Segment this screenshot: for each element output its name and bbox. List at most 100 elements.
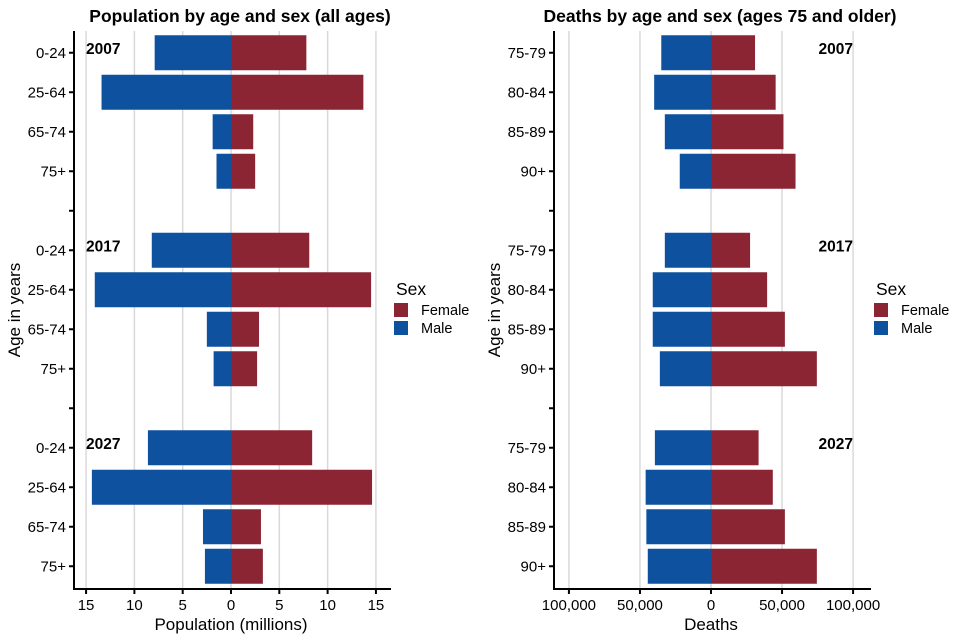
- bars: [645, 35, 817, 584]
- x-axis-title: Deaths: [684, 615, 738, 634]
- bar-2017-25-64-female: [231, 272, 372, 308]
- y-tick-label: 25-64: [28, 479, 66, 496]
- bar-2027-80-84-female: [711, 469, 773, 505]
- y-tick-label: 65-74: [28, 321, 66, 338]
- bar-2017-0-24-male: [151, 232, 231, 268]
- y-axis-title: Age in years: [5, 263, 24, 358]
- y-tick-label: 80-84: [508, 282, 546, 299]
- x-tick-label: 15: [78, 597, 95, 614]
- x-tick-label: 10: [319, 597, 336, 614]
- bar-2027-65-74-male: [202, 509, 231, 545]
- bar-2007-65-74-female: [231, 114, 254, 150]
- bar-2027-0-24-female: [231, 430, 313, 466]
- year-label: 2027: [86, 436, 120, 453]
- x-tick-label: 10: [126, 597, 143, 614]
- bar-2017-75-79-female: [711, 232, 751, 268]
- legend-swatch-male: [394, 321, 408, 335]
- y-tick-label: 75+: [41, 361, 67, 378]
- bar-2007-65-74-male: [212, 114, 231, 150]
- y-tick-label: 25-64: [28, 84, 66, 101]
- y-tick-label: 75-79: [508, 440, 546, 457]
- bar-2007-80-84-female: [711, 74, 776, 110]
- chart-title: Deaths by age and sex (ages 75 and older…: [543, 6, 896, 26]
- y-tick-label: 80-84: [508, 84, 546, 101]
- bar-2007-75-79-female: [711, 35, 756, 71]
- bar-2007-90+-male: [679, 153, 711, 189]
- year-label: 2007: [819, 41, 853, 58]
- bar-2017-25-64-male: [94, 272, 231, 308]
- x-tick-label: 50,000: [617, 597, 663, 614]
- bar-2007-75-79-male: [661, 35, 711, 71]
- bar-2027-25-64-female: [231, 469, 373, 505]
- bar-2007-0-24-female: [231, 35, 307, 71]
- legend-label: Female: [421, 303, 469, 319]
- legend-label: Female: [901, 303, 949, 319]
- deaths-chart: 100,000 50,000 0 50,000 100,000 75-79 80-84 85-…: [480, 0, 960, 640]
- chart-title: Population by age and sex (all ages): [89, 6, 390, 26]
- legend: Sex Female Male: [874, 279, 949, 337]
- y-tick-label: 75-79: [508, 242, 546, 259]
- x-axis-title: Population (millions): [154, 615, 307, 634]
- y-tick-label: 90+: [521, 558, 547, 575]
- y-tick-label: 25-64: [28, 282, 66, 299]
- y-tick-label: 65-74: [28, 124, 66, 141]
- legend-label: Male: [421, 321, 452, 337]
- legend-swatch-male: [874, 321, 888, 335]
- bar-2027-75-79-female: [711, 430, 759, 466]
- x-tick-label: 100,000: [542, 597, 596, 614]
- x-tick-label: 0: [227, 597, 235, 614]
- bar-2017-65-74-female: [231, 311, 260, 347]
- bar-2027-85-89-female: [711, 509, 785, 545]
- population-chart-svg: 15 10 5 0 5 10 15 0-24 25-64 65-74 75+ 0-24 25-64 65-…: [5, 6, 470, 634]
- bar-2007-85-89-female: [711, 114, 784, 150]
- bar-2027-75+-female: [231, 548, 263, 584]
- bar-2027-25-64-male: [91, 469, 232, 505]
- bar-2007-25-64-female: [231, 74, 364, 110]
- bar-2027-75+-male: [204, 548, 231, 584]
- y-tick-label: 0-24: [36, 45, 66, 62]
- bar-2027-0-24-male: [147, 430, 231, 466]
- bar-2017-85-89-female: [711, 311, 785, 347]
- year-label: 2007: [86, 41, 120, 58]
- x-tick-label: 5: [275, 597, 283, 614]
- legend-title: Sex: [396, 279, 426, 299]
- bar-2027-90+-female: [711, 548, 817, 584]
- bar-2027-65-74-female: [231, 509, 261, 545]
- bar-2007-0-24-male: [154, 35, 231, 71]
- legend-swatch-female: [394, 303, 408, 317]
- bar-2017-65-74-male: [206, 311, 231, 347]
- bar-2027-90+-male: [647, 548, 711, 584]
- bar-2017-75+-female: [231, 351, 258, 387]
- bar-2017-90+-female: [711, 351, 817, 387]
- y-axis-title: Age in years: [485, 263, 504, 358]
- deaths-chart-svg: 100,000 50,000 0 50,000 100,000 75-79 80-84 85-…: [480, 0, 960, 640]
- y-tick-label: 0-24: [36, 242, 66, 259]
- y-tick-label: 75-79: [508, 45, 546, 62]
- y-tick-label: 90+: [521, 163, 547, 180]
- bar-2017-90+-male: [659, 351, 711, 387]
- bar-2017-85-89-male: [652, 311, 711, 347]
- year-label: 2027: [819, 436, 853, 453]
- year-label: 2017: [86, 238, 120, 255]
- bar-2017-75+-male: [213, 351, 231, 387]
- bar-2027-80-84-male: [645, 469, 711, 505]
- y-tick-label: 90+: [521, 361, 547, 378]
- x-tick-label: 5: [179, 597, 187, 614]
- x-tick-label: 0: [707, 597, 715, 614]
- y-tick-label: 85-89: [508, 321, 546, 338]
- bar-2017-80-84-male: [652, 272, 711, 308]
- x-axis-ticks: 100,000 50,000 0 50,000 100,000: [542, 589, 880, 614]
- bar-2007-85-89-male: [664, 114, 711, 150]
- bar-2017-75-79-male: [664, 232, 711, 268]
- bar-2027-85-89-male: [646, 509, 711, 545]
- bars: [91, 35, 373, 584]
- y-tick-label: 65-74: [28, 519, 66, 536]
- bar-2007-75+-male: [216, 153, 231, 189]
- legend-label: Male: [901, 321, 932, 337]
- x-axis-ticks: 15 10 5 0 5 10 15: [78, 589, 384, 614]
- y-tick-label: 0-24: [36, 440, 66, 457]
- bar-2007-80-84-male: [654, 74, 711, 110]
- legend-swatch-female: [874, 303, 888, 317]
- legend-title: Sex: [876, 279, 906, 299]
- year-label: 2017: [819, 238, 853, 255]
